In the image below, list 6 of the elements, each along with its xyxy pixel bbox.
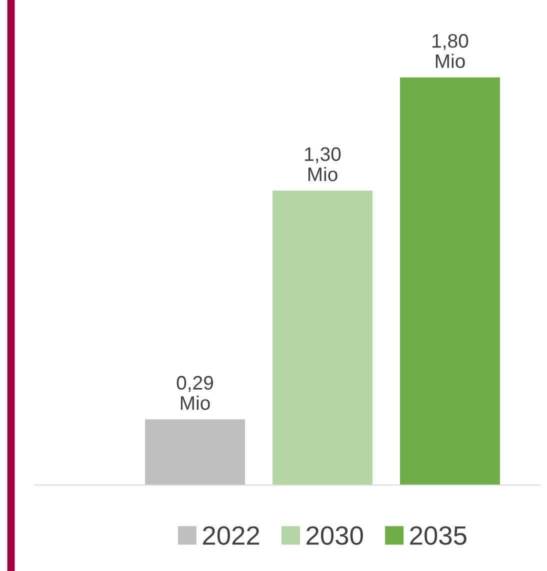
legend-label: 2030 xyxy=(306,526,363,545)
data-label: 1,30 Mio xyxy=(305,147,341,182)
legend-label: 2035 xyxy=(410,526,466,545)
data-label: 1,80 Mio xyxy=(432,34,468,68)
data-label: 0,29 Mio xyxy=(176,376,214,410)
legend-label: 2022 xyxy=(203,526,260,545)
